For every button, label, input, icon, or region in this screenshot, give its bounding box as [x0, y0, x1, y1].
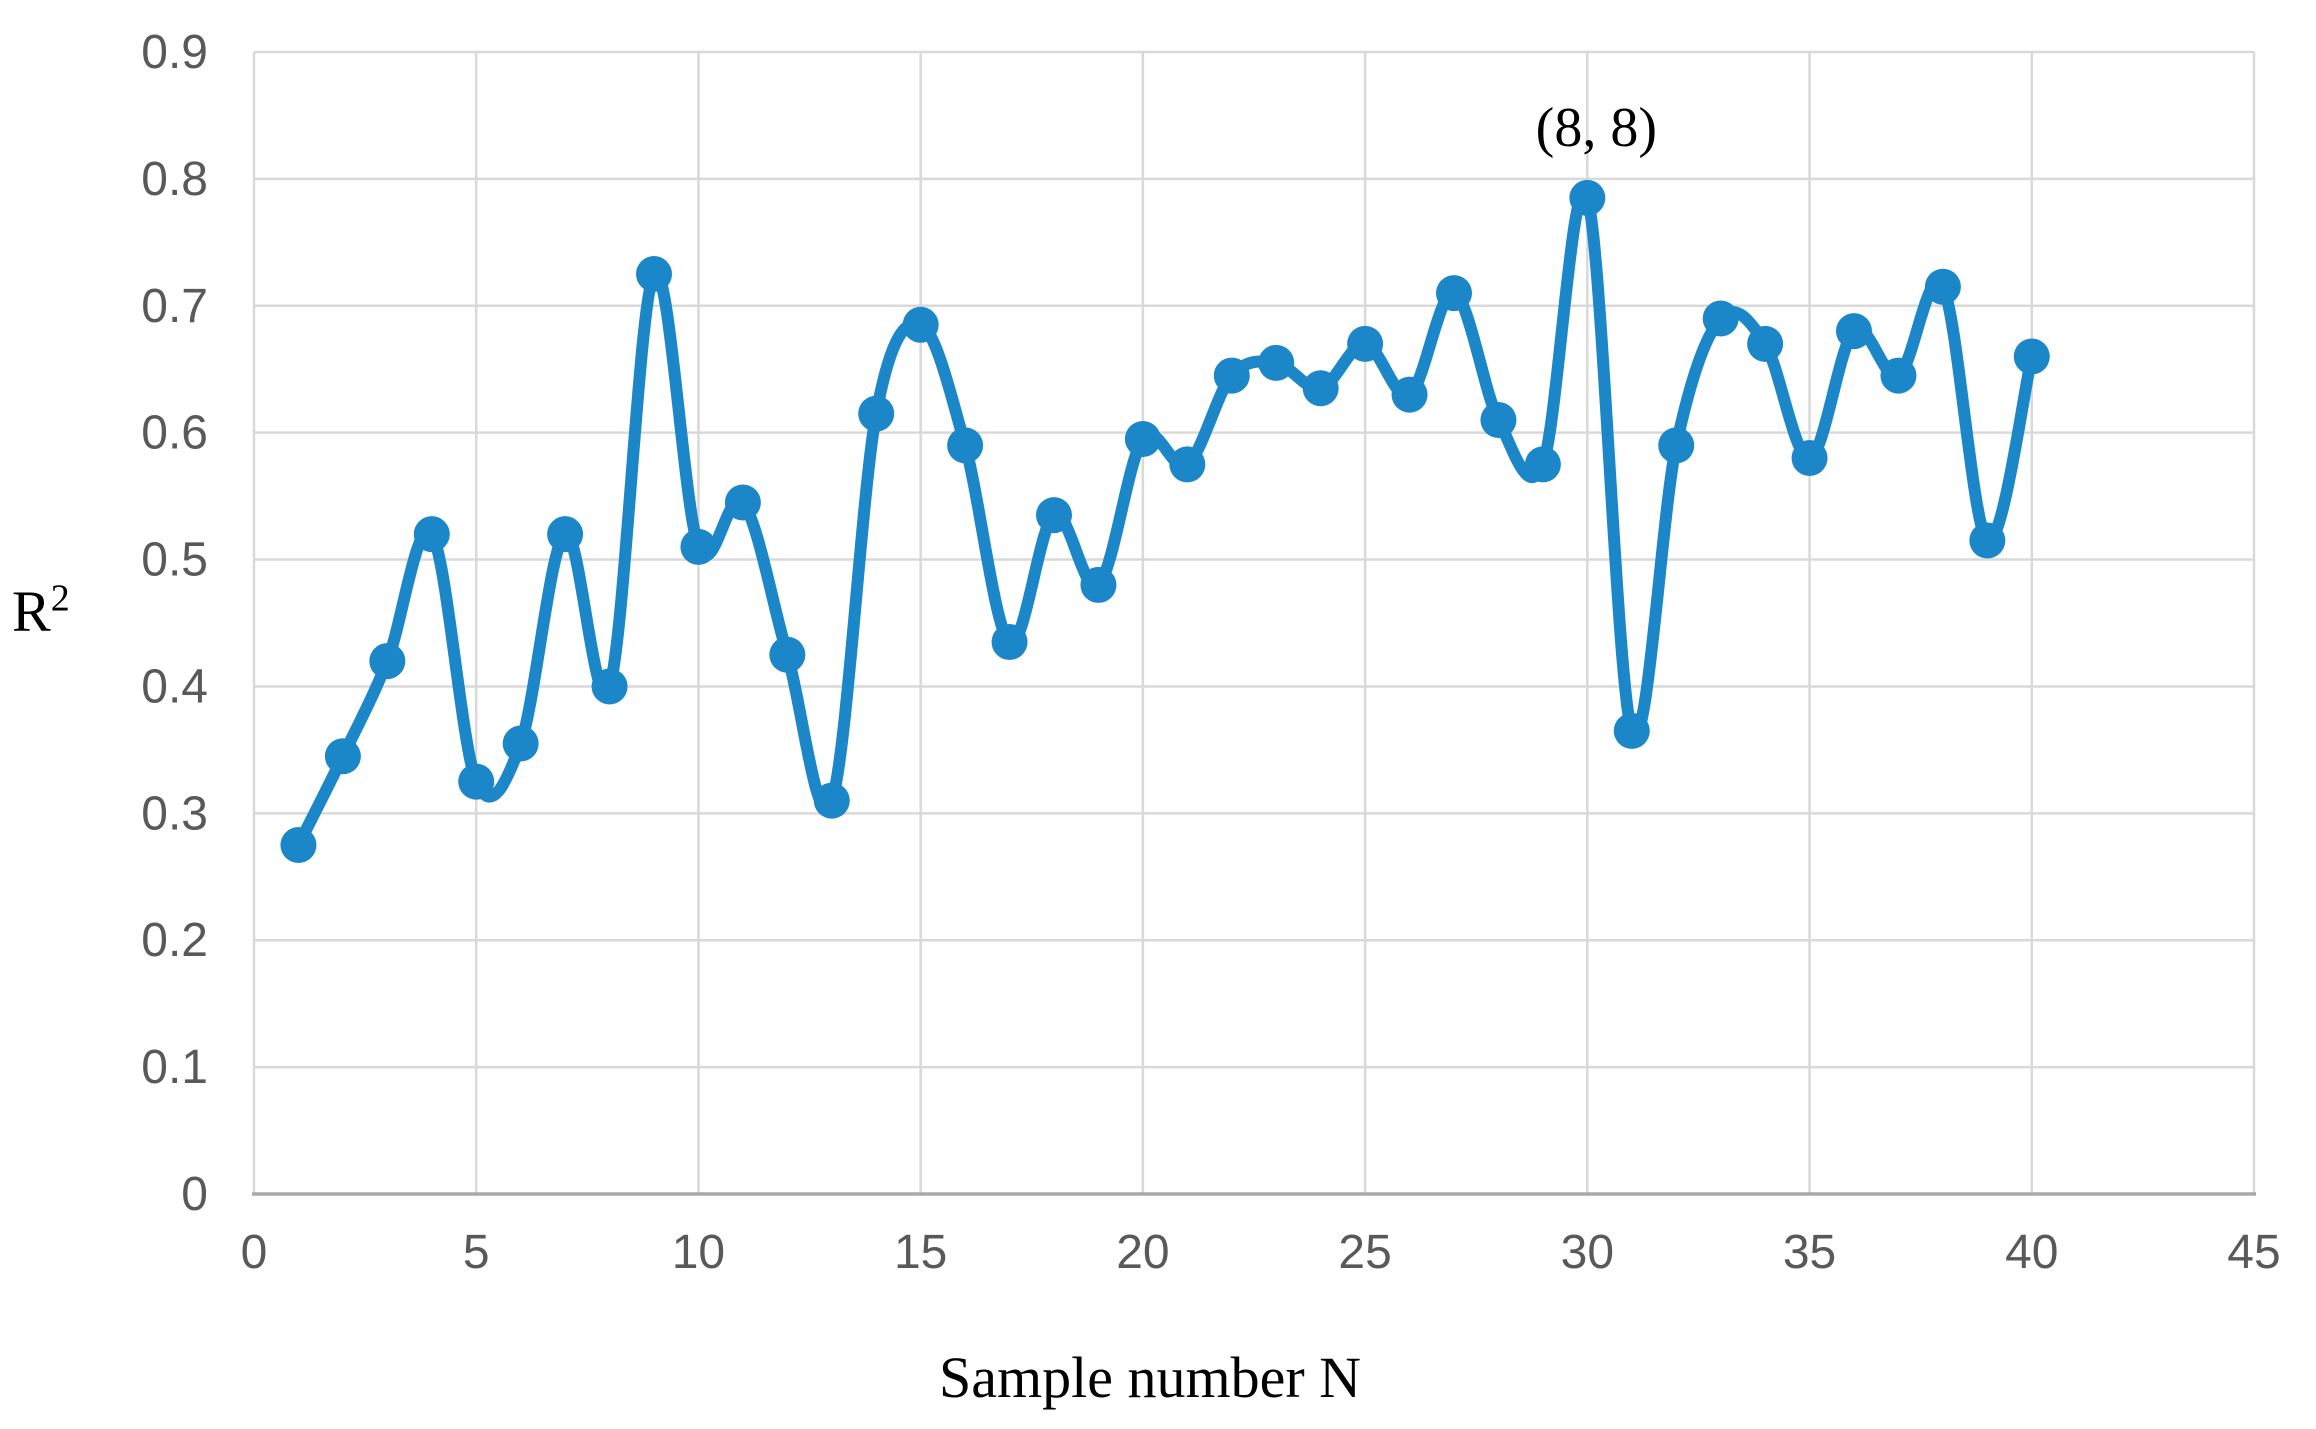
- y-axis-title: R2: [12, 580, 70, 641]
- x-tick-label: 15: [894, 1226, 947, 1279]
- y-tick-label: 0: [181, 1168, 208, 1221]
- data-point-marker: [1969, 522, 2006, 559]
- x-tick-label: 10: [672, 1226, 725, 1279]
- data-point-marker: [680, 528, 717, 565]
- x-tick-label: 0: [241, 1226, 268, 1279]
- data-point-markers: [280, 179, 2050, 864]
- data-point-marker: [413, 516, 450, 553]
- y-tick-label: 0.2: [141, 914, 208, 967]
- data-point-marker: [1613, 712, 1650, 749]
- data-point-marker: [1747, 325, 1784, 362]
- data-point-marker: [1791, 440, 1828, 477]
- y-tick-label: 0.8: [141, 153, 208, 206]
- x-tick-label: 40: [2005, 1226, 2058, 1279]
- x-axis-title: Sample number N: [938, 1345, 1362, 1410]
- data-point-marker: [1569, 179, 1606, 216]
- y-tick-label: 0.6: [141, 407, 208, 460]
- data-point-marker: [1436, 275, 1472, 312]
- data-point-marker: [724, 484, 761, 521]
- data-point-marker: [1302, 370, 1339, 407]
- y-axis-tick-labels: 0 0.1 0.2 0.3 0.4 0.5 0.6 0.7 0.8 0.9: [141, 26, 208, 1221]
- data-point-marker: [1213, 357, 1250, 394]
- y-tick-label: 0.1: [141, 1041, 208, 1094]
- data-point-marker: [369, 643, 406, 680]
- data-point-marker: [1836, 313, 1872, 350]
- x-tick-label: 25: [1338, 1226, 1391, 1279]
- x-tick-label: 20: [1116, 1226, 1169, 1279]
- y-tick-label: 0.4: [141, 660, 208, 713]
- data-point-marker: [1391, 376, 1428, 413]
- data-point-marker: [1924, 268, 1961, 305]
- x-axis-tick-labels: 0 5 10 15 20 25 30 35 40 45: [241, 1226, 2281, 1279]
- data-point-marker: [1658, 427, 1695, 464]
- y-tick-label: 0.3: [141, 787, 208, 840]
- data-point-marker: [280, 827, 317, 864]
- data-point-marker: [458, 763, 495, 800]
- data-point-marker: [769, 636, 806, 673]
- data-point-marker: [1880, 357, 1917, 394]
- data-point-marker: [1524, 446, 1561, 483]
- data-point-marker: [1480, 401, 1517, 438]
- data-point-marker: [902, 306, 939, 343]
- data-point-marker: [547, 516, 584, 553]
- data-point-marker: [991, 624, 1028, 661]
- data-point-marker: [1702, 300, 1739, 337]
- peak-point-annotation: (8, 8): [1535, 97, 1657, 160]
- x-tick-label: 45: [2227, 1226, 2280, 1279]
- data-point-marker: [591, 668, 628, 705]
- data-point-marker: [1347, 325, 1384, 362]
- data-point-marker: [1258, 344, 1295, 381]
- gridlines: [252, 50, 2256, 1196]
- data-point-marker: [858, 395, 895, 432]
- data-point-marker: [1036, 497, 1072, 534]
- data-point-marker: [1169, 446, 1206, 483]
- data-point-marker: [636, 256, 672, 293]
- data-point-marker: [947, 427, 984, 464]
- y-tick-label: 0.9: [141, 26, 208, 79]
- data-point-marker: [324, 738, 361, 775]
- y-tick-label: 0.5: [141, 534, 208, 587]
- data-point-marker: [1080, 566, 1117, 603]
- data-point-marker: [813, 782, 850, 819]
- data-point-marker: [1124, 421, 1161, 458]
- x-tick-label: 5: [463, 1226, 490, 1279]
- y-tick-label: 0.7: [141, 280, 208, 333]
- y-axis-title-superscript: 2: [50, 577, 70, 620]
- data-point-marker: [502, 725, 539, 762]
- data-point-marker: [2013, 338, 2050, 375]
- x-tick-label: 30: [1561, 1226, 1614, 1279]
- y-axis-title-base: R: [12, 579, 51, 644]
- x-tick-label: 35: [1783, 1226, 1836, 1279]
